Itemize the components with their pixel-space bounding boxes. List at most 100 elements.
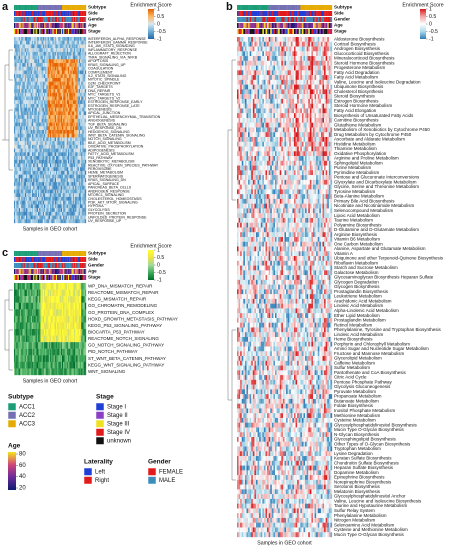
heatmap-cell (314, 46, 317, 52)
heatmap-cell (72, 100, 75, 105)
heatmap-cell (289, 65, 291, 71)
row-label: Metabolism of Xenobiotics by Cytochrome … (334, 127, 430, 132)
heatmap-cell (58, 85, 60, 90)
heatmap-cell (22, 204, 24, 209)
heatmap-cell (295, 122, 298, 128)
heatmap-cell (71, 55, 73, 60)
heatmap-cell (76, 204, 78, 209)
heatmap-cell (59, 111, 61, 116)
heatmap-cell (243, 37, 246, 42)
heatmap-cell (18, 55, 21, 60)
heatmap-cell (305, 122, 307, 128)
annotation-cell (60, 29, 63, 34)
heatmap-cell (45, 92, 47, 97)
heatmap-cell (259, 60, 261, 66)
heatmap-cell (59, 40, 61, 45)
heatmap-cell (56, 196, 58, 201)
heatmap-cell (82, 170, 84, 175)
heatmap-cell (301, 108, 304, 114)
heatmap-cell (309, 127, 312, 133)
heatmap-cell (75, 182, 77, 186)
heatmap-cell (48, 200, 51, 205)
heatmap-cell (276, 94, 279, 100)
heatmap-cell (311, 70, 314, 76)
heatmap-cell (303, 89, 306, 95)
heatmap-cell (265, 46, 268, 52)
heatmap-cell (324, 132, 326, 138)
heatmap-cell (77, 63, 79, 67)
annotation-cell (316, 5, 318, 10)
heatmap-cell (275, 103, 277, 109)
heatmap-cell (44, 118, 46, 123)
heatmap-cell (60, 37, 63, 41)
heatmap-cell (52, 141, 54, 146)
heatmap-cell (70, 122, 72, 127)
annotation-cell (62, 17, 64, 22)
heatmap-cell (59, 193, 61, 198)
heatmap-cell (83, 185, 85, 190)
heatmap-cell (14, 174, 16, 179)
heatmap-cell (53, 96, 55, 101)
annotation-cell (38, 17, 40, 22)
heatmap-cell (38, 100, 40, 105)
heatmap-cell (22, 174, 24, 179)
heatmap-cell (28, 211, 30, 216)
heatmap-cell (62, 170, 64, 175)
heatmap-cell (33, 167, 35, 172)
heatmap-cell (77, 130, 79, 134)
heatmap-cell (252, 84, 255, 90)
heatmap-cell (297, 113, 299, 119)
heatmap-cell (257, 137, 260, 142)
row-label: Mineralocorticoid Biosynthesis (334, 56, 395, 61)
heatmap-cell (268, 56, 271, 61)
heatmap-cell (14, 44, 16, 49)
heatmap-cell (57, 111, 59, 116)
heatmap-cell (30, 55, 33, 60)
annotation-cell (325, 17, 328, 22)
heatmap-cell (327, 127, 329, 133)
heatmap-cell (16, 130, 18, 134)
heatmap-cell (64, 189, 66, 194)
heatmap-cell (47, 107, 49, 112)
heatmap-cell (313, 98, 315, 104)
heatmap-cell (62, 100, 64, 105)
heatmap-cell (23, 141, 25, 146)
annotation-cell (45, 5, 47, 10)
heatmap-cell (324, 41, 326, 47)
annotation-cell (63, 5, 65, 10)
heatmap-cell (58, 133, 60, 138)
heatmap-cell (42, 208, 45, 212)
heatmap-cell (294, 65, 296, 71)
annotation-cell (36, 5, 39, 10)
heatmap-cell (316, 65, 318, 71)
heatmap-cell (322, 70, 325, 76)
heatmap-cell (66, 193, 69, 198)
heatmap-cell (279, 113, 282, 119)
heatmap-cell (39, 40, 41, 45)
heatmap-cell (301, 75, 304, 81)
heatmap-cell (78, 167, 81, 172)
annotation-cell (324, 5, 326, 10)
heatmap-cell (60, 159, 63, 164)
heatmap-cell (27, 141, 29, 146)
heatmap-cell (327, 60, 329, 66)
heatmap-cell (26, 74, 28, 79)
annotation-cell (298, 17, 301, 22)
heatmap-cell (51, 193, 53, 198)
annotation-cell (77, 11, 79, 16)
heatmap-cell (17, 163, 19, 168)
heatmap-cell (81, 204, 83, 209)
heatmap-cell (24, 126, 27, 131)
heatmap-cell (81, 170, 83, 175)
heatmap-cell (40, 37, 42, 41)
heatmap-cell (66, 144, 69, 149)
heatmap-cell (34, 51, 36, 56)
heatmap-cell (76, 111, 78, 116)
heatmap-cell (330, 37, 333, 42)
heatmap-cell (16, 200, 18, 205)
annotation-cell (263, 17, 266, 22)
annotation-cell (17, 11, 19, 16)
heatmap-cell (286, 127, 288, 133)
heatmap-cell (74, 126, 76, 131)
heatmap-cell (256, 94, 258, 100)
